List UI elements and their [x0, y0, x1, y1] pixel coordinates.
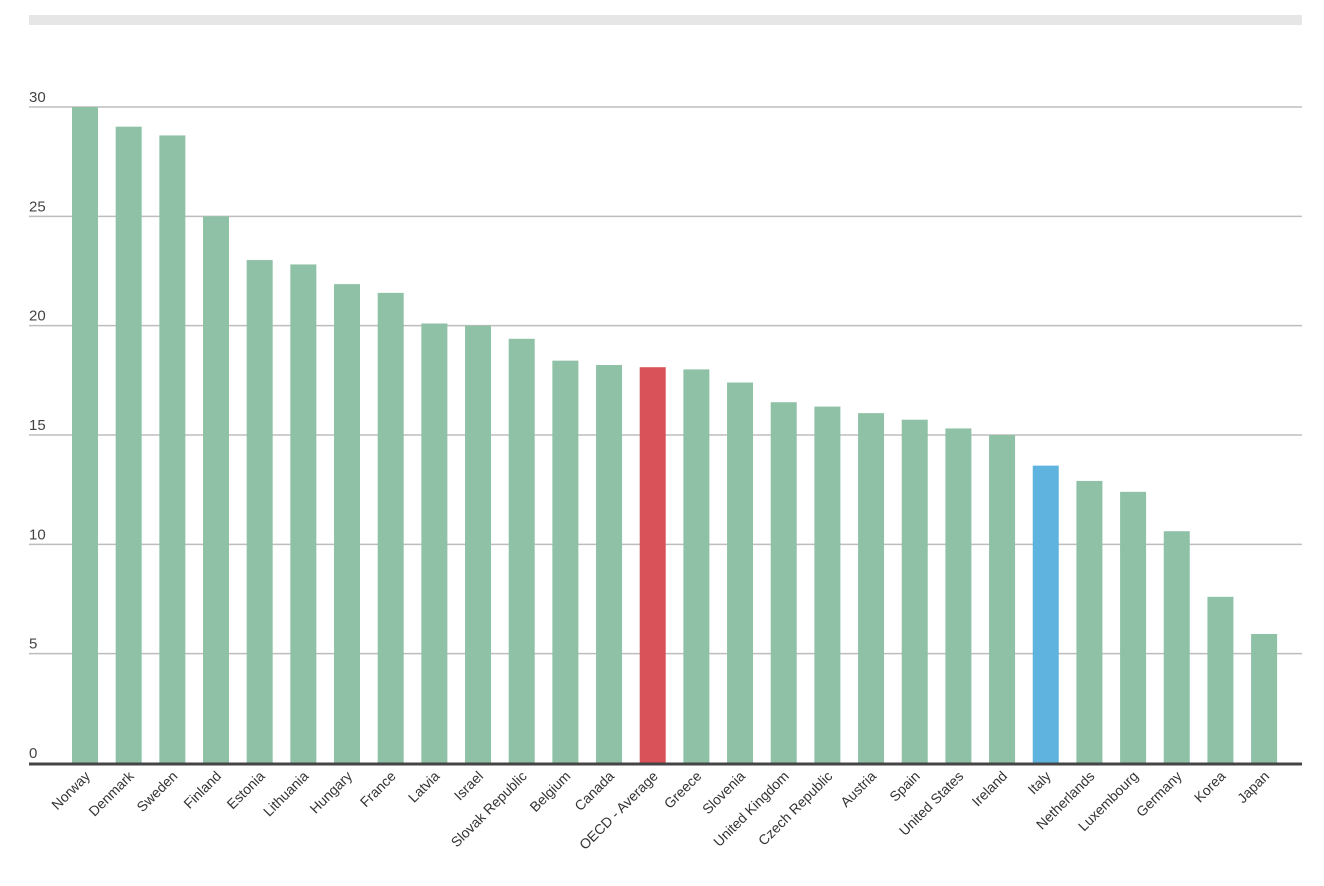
x-label-italy: Italy [1024, 768, 1053, 797]
x-label-spain: Spain [886, 768, 923, 805]
y-tick-label-5: 5 [29, 636, 37, 653]
x-label-ireland: Ireland [969, 768, 1011, 810]
bar-israel [465, 325, 492, 763]
bar-hungary [334, 284, 361, 763]
bar-netherlands [1076, 480, 1103, 763]
bar-belgium [552, 360, 579, 763]
bar-austria [858, 413, 885, 763]
x-label-slovak-republic: Slovak Republic [448, 768, 530, 850]
y-tick-label-20: 20 [29, 308, 46, 325]
x-label-lithuania: Lithuania [260, 768, 312, 820]
y-tick-label-25: 25 [29, 198, 46, 215]
y-tick-label-30: 30 [29, 89, 46, 106]
x-label-oecd-average: OECD - Average [576, 768, 661, 853]
x-label-united-kingdom: United Kingdom [710, 768, 792, 850]
bar-norway [72, 107, 98, 763]
x-label-czech-republic: Czech Republic [755, 768, 836, 849]
y-tick-label-15: 15 [29, 417, 46, 434]
x-label-belgium: Belgium [526, 768, 573, 815]
bar-france [377, 292, 404, 763]
bar-italy [1032, 465, 1059, 763]
bar-lithuania [290, 264, 317, 763]
bar-denmark [115, 126, 142, 764]
bar-estonia [246, 260, 273, 763]
bar-finland [203, 216, 230, 764]
bar-latvia [421, 323, 448, 763]
x-label-france: France [357, 768, 399, 810]
bar-united-states [945, 428, 972, 763]
x-label-greece: Greece [661, 768, 705, 812]
y-tick-label-0: 0 [29, 745, 37, 762]
x-label-germany: Germany [1133, 768, 1185, 820]
x-label-finland: Finland [180, 768, 224, 812]
bar-oecd-average [639, 367, 666, 763]
x-label-japan: Japan [1234, 768, 1272, 806]
top-band [29, 15, 1302, 25]
bars [72, 107, 1278, 764]
x-label-hungary: Hungary [306, 768, 355, 817]
bar-sweden [159, 135, 186, 764]
x-label-korea: Korea [1191, 768, 1229, 806]
bar-ireland [989, 435, 1016, 763]
x-label-sweden: Sweden [133, 768, 180, 815]
bar-germany [1163, 531, 1190, 763]
bar-spain [901, 419, 928, 763]
bar-czech-republic [814, 406, 841, 763]
bar-luxembourg [1120, 491, 1147, 763]
bar-korea [1207, 596, 1234, 763]
x-label-austria: Austria [837, 768, 879, 810]
bar-slovak-republic [508, 338, 535, 763]
bar-canada [596, 365, 623, 763]
y-axis-tick-labels: 0 5 10 15 20 25 30 [29, 89, 46, 762]
x-label-denmark: Denmark [85, 767, 137, 819]
bar-united-kingdom [770, 402, 797, 763]
y-tick-label-10: 10 [29, 526, 46, 543]
bar-slovenia [727, 382, 754, 763]
bar-greece [683, 369, 710, 763]
bar-japan [1251, 633, 1278, 763]
x-label-latvia: Latvia [405, 768, 443, 806]
x-label-israel: Israel [451, 768, 487, 804]
